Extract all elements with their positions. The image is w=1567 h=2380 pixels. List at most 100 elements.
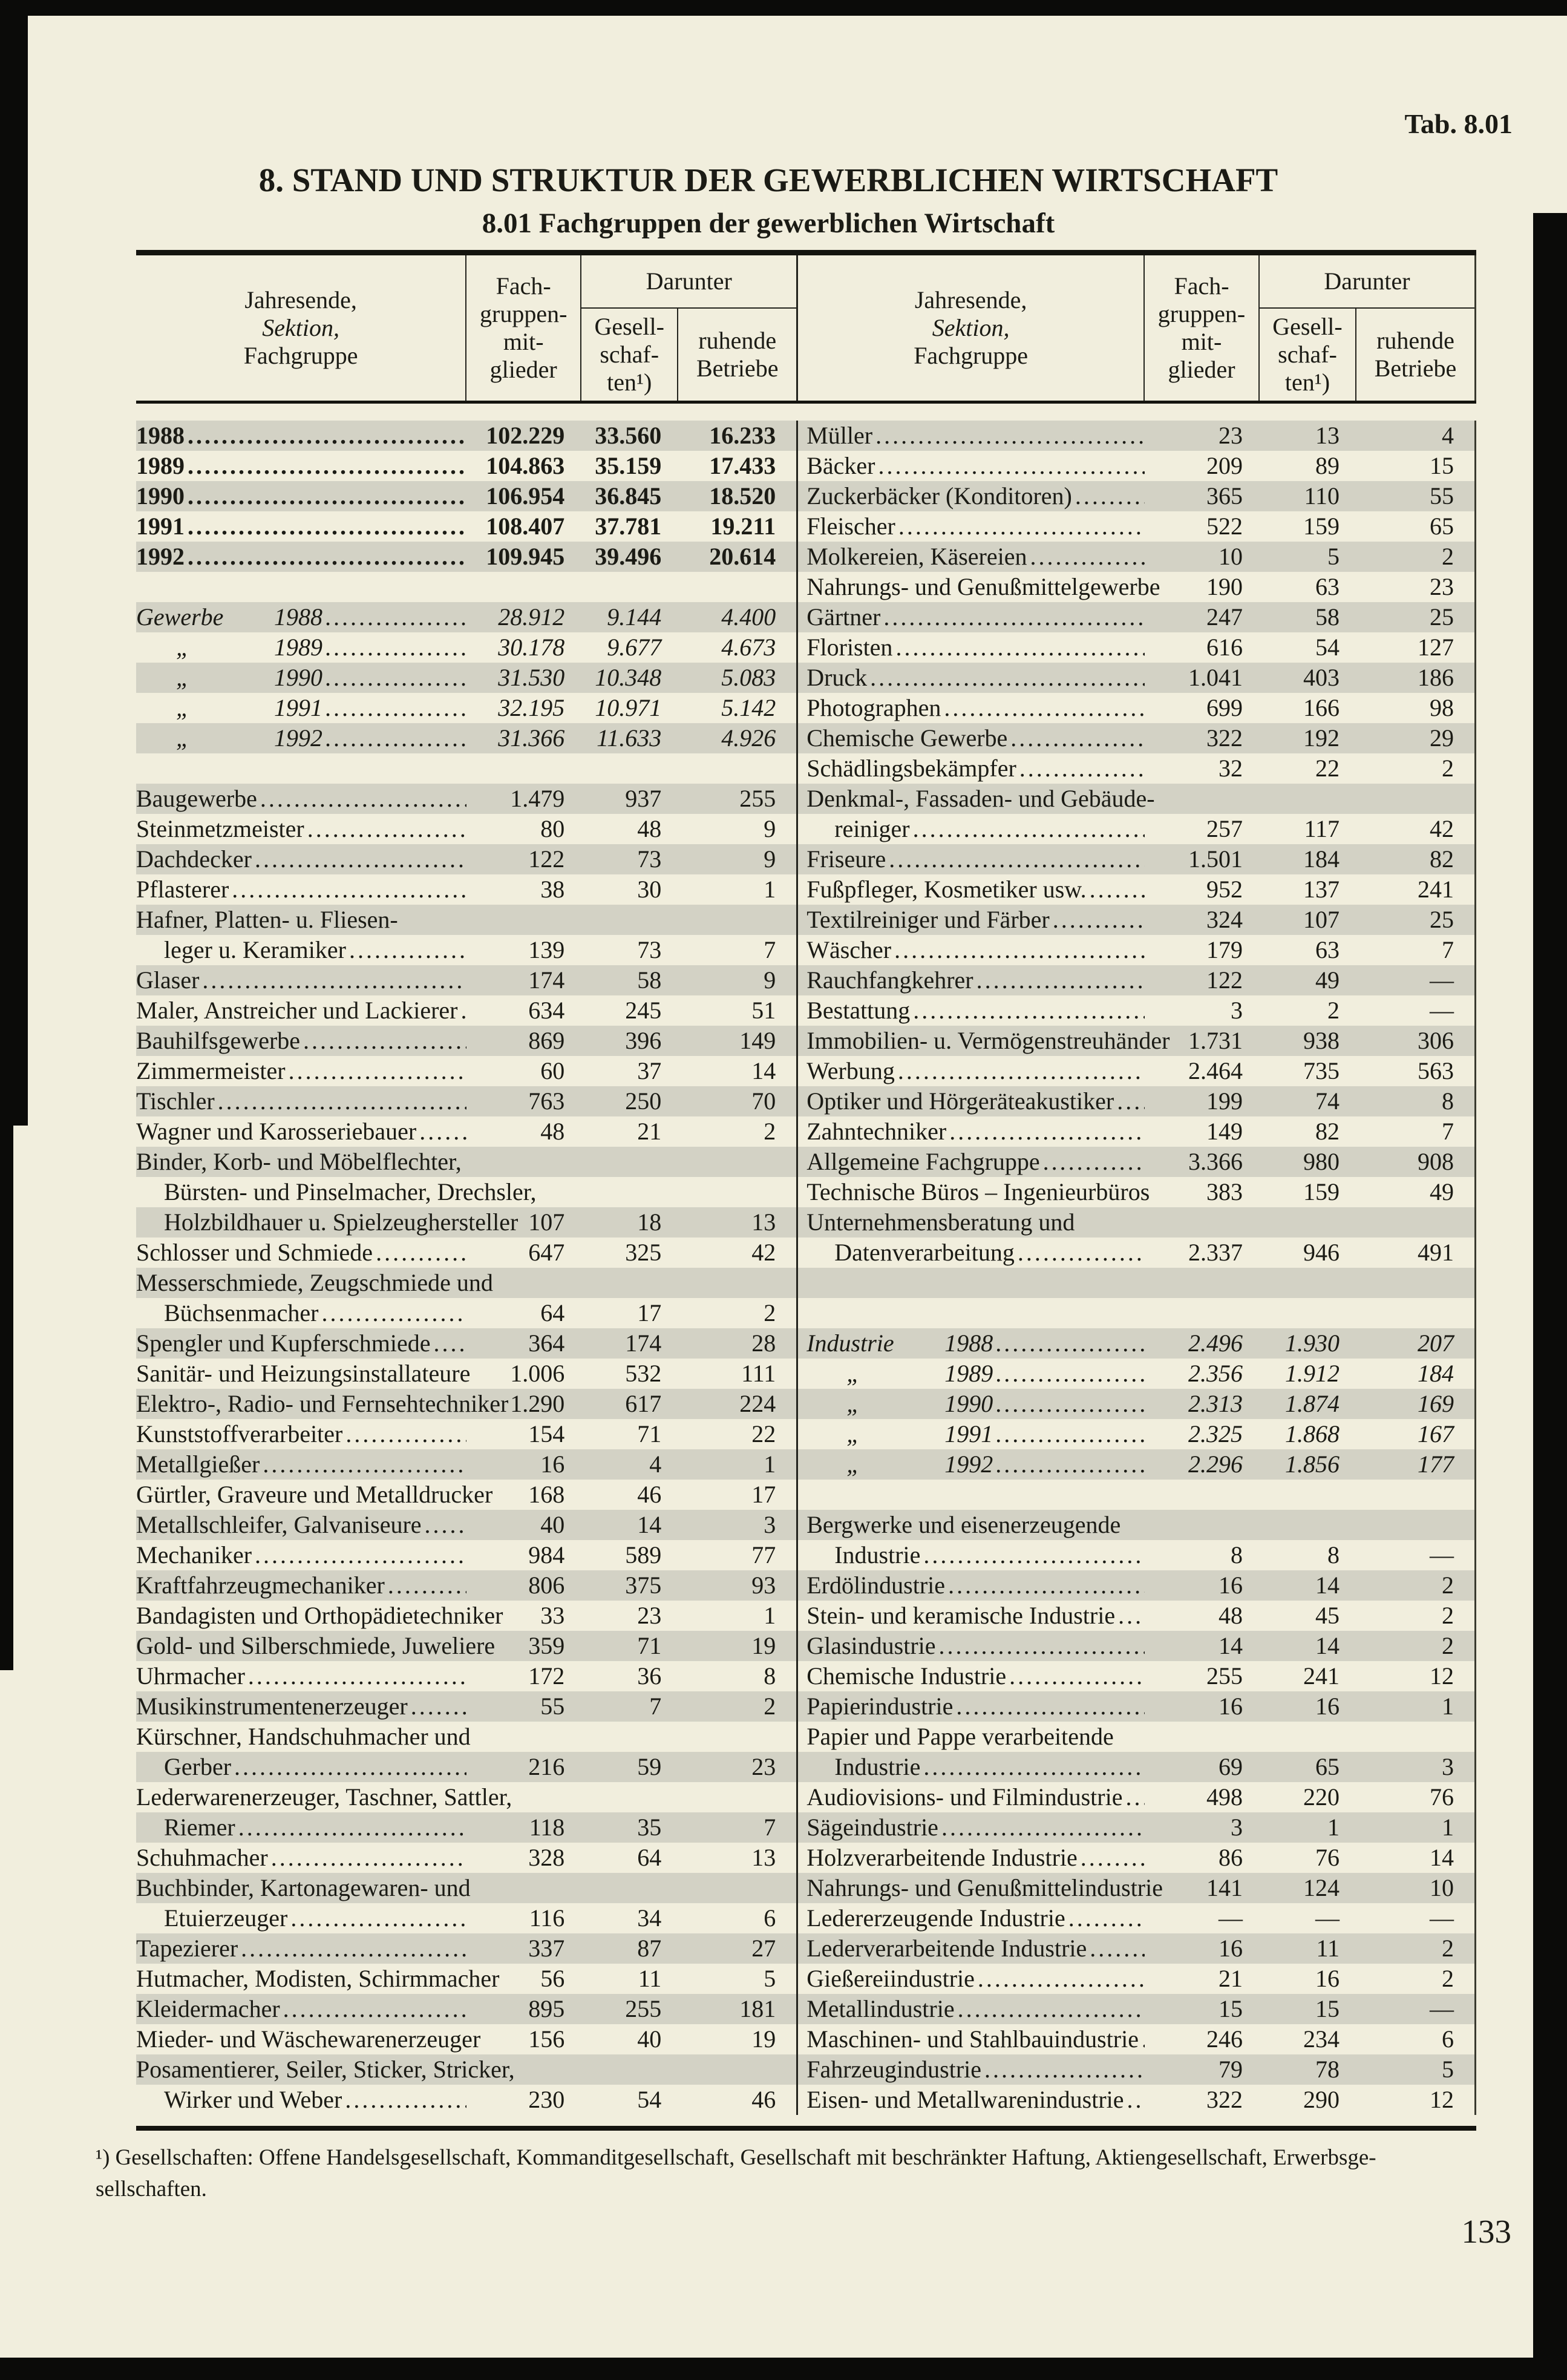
row-label: Schädlingsbekämpfer bbox=[806, 753, 1145, 784]
cell-value: 7 bbox=[764, 936, 776, 963]
row-label: Spengler und Kupferschmiede bbox=[136, 1328, 466, 1359]
cell-value: 5 bbox=[1327, 543, 1340, 570]
cell-value: 522 bbox=[1206, 513, 1243, 540]
dot-leader bbox=[886, 844, 1145, 874]
footnote-line: ¹) Gesellschaften: Offene Handelsgesells… bbox=[96, 2145, 1376, 2170]
cell-value: 5 bbox=[764, 1965, 776, 1992]
cell-value: 322 bbox=[1206, 724, 1243, 752]
row-label: Mechaniker bbox=[136, 1540, 466, 1570]
cell-value: 16 bbox=[1219, 1935, 1243, 1962]
row-left-half: Elektro-, Radio- und Fernsehtechniker1.2… bbox=[136, 1389, 799, 1419]
table-row: „1989 30.178 9.677 4.673 Floristen 616 54 127 bbox=[136, 632, 1476, 663]
cell-value: 1.868 bbox=[1285, 1420, 1340, 1447]
cell-value: 1.290 bbox=[510, 1390, 565, 1417]
row-label: Binder, Korb- und Möbelflechter, bbox=[136, 1148, 462, 1175]
table-row: Hafner, Platten- u. Fliesen- Textilreinig… bbox=[136, 905, 1476, 935]
cell-value: 46 bbox=[751, 2086, 776, 2113]
row-label: 1992 bbox=[136, 542, 466, 572]
cell-value: 3 bbox=[764, 1511, 776, 1538]
cell-value: 10.971 bbox=[595, 694, 662, 721]
cell-value: 12 bbox=[1430, 2086, 1454, 2113]
dot-leader bbox=[199, 965, 466, 995]
cell-value: 11 bbox=[1316, 1935, 1340, 1962]
cell-value: 55 bbox=[1430, 482, 1454, 510]
cell-value: 250 bbox=[625, 1087, 662, 1115]
cell-value bbox=[678, 1873, 796, 1903]
dot-leader bbox=[422, 1510, 467, 1540]
row-right-half: Friseure 1.501 184 82 bbox=[798, 844, 1476, 874]
row-label: Zimmermeister bbox=[136, 1056, 466, 1086]
row-label: Bergwerke und eisenerzeugende bbox=[806, 1511, 1121, 1538]
cell-value bbox=[1356, 1722, 1474, 1752]
cell-value: 45 bbox=[1315, 1602, 1340, 1629]
row-label: Chemische Industrie bbox=[806, 1661, 1145, 1691]
row-left-half: Hafner, Platten- u. Fliesen- bbox=[136, 905, 799, 935]
row-label: Papier und Pappe verarbeitende bbox=[806, 1723, 1114, 1750]
table-row: Sanitär- und Heizungsinstallateure 1.006 5… bbox=[136, 1359, 1476, 1389]
dot-leader bbox=[385, 1570, 466, 1601]
row-label: Holzbildhauer u. Spielzeughersteller bbox=[136, 1207, 518, 1238]
cell-value: 290 bbox=[1303, 2086, 1340, 2113]
cell-value: 159 bbox=[1303, 1178, 1340, 1205]
table-row: Elektro-, Radio- und Fernsehtechniker1.2… bbox=[136, 1389, 1476, 1419]
cell-value: 8 bbox=[1231, 1541, 1243, 1569]
cell-value: 2.496 bbox=[1188, 1329, 1243, 1357]
row-right-half bbox=[798, 1298, 1476, 1328]
cell-value: 122 bbox=[528, 845, 565, 873]
column-header-darunter: Darunter bbox=[581, 255, 797, 309]
cell-value: 980 bbox=[1303, 1148, 1340, 1175]
dot-leader bbox=[322, 632, 466, 663]
dot-leader bbox=[260, 1449, 466, 1480]
cell-value: 156 bbox=[528, 2025, 565, 2053]
cell-value: 118 bbox=[529, 1814, 565, 1841]
cell-value bbox=[581, 572, 678, 602]
row-label: Ledererzeugende Industrie bbox=[806, 1903, 1145, 1933]
row-left-half: Bauhilfsgewerbe 869 396 149 bbox=[136, 1026, 799, 1056]
row-right-half: Audiovisions- und Filmindustrie 498 220 76 bbox=[798, 1782, 1476, 1812]
row-label: Sägeindustrie bbox=[806, 1812, 1145, 1843]
dot-leader bbox=[231, 1752, 466, 1782]
cell-value: 33 bbox=[540, 1602, 565, 1629]
row-right-half: Allgemeine Fachgruppe 3.366 980 908 bbox=[798, 1147, 1476, 1177]
row-right-half: Zuckerbäcker (Konditoren) 365 110 55 bbox=[798, 481, 1476, 511]
cell-value: 2 bbox=[1327, 997, 1340, 1024]
row-label: Zahntechniker bbox=[806, 1116, 1145, 1147]
row-right-half: Industrie 69 65 3 bbox=[798, 1752, 1476, 1782]
cell-value: 174 bbox=[625, 1329, 662, 1357]
cell-value bbox=[678, 1177, 796, 1207]
row-left-half: Metallschleifer, Galvaniseure 40 14 3 bbox=[136, 1510, 799, 1540]
row-label: Gärtner bbox=[806, 602, 1145, 632]
row-label: Fleischer bbox=[806, 511, 1145, 542]
row-label: Elektro-, Radio- und Fernsehtechniker bbox=[136, 1389, 508, 1419]
header-fachgruppe: Fachgruppe bbox=[243, 342, 358, 369]
cell-value bbox=[1145, 1298, 1260, 1328]
row-label: Schuhmacher bbox=[136, 1843, 466, 1873]
row-left-half: Baugewerbe 1.479 937 255 bbox=[136, 784, 799, 814]
row-label: Molkereien, Käsereien bbox=[806, 542, 1145, 572]
dot-leader bbox=[280, 1994, 467, 2024]
dot-leader bbox=[867, 663, 1145, 693]
dot-leader bbox=[245, 1661, 466, 1691]
row-label: Uhrmacher bbox=[136, 1661, 466, 1691]
table-row: „1991 32.195 10.971 5.142 Photographen 699 166… bbox=[136, 693, 1476, 723]
row-label: Textilreiniger und Färber bbox=[806, 905, 1145, 935]
row-label: Glaser bbox=[136, 965, 466, 995]
cell-value: 109.945 bbox=[486, 543, 565, 570]
row-right-half: Textilreiniger und Färber 324 107 25 bbox=[798, 905, 1476, 935]
dot-leader bbox=[1072, 481, 1145, 511]
row-left-half: Kürschner, Handschuhmacher und bbox=[136, 1722, 799, 1752]
cell-value: 17.433 bbox=[709, 452, 776, 479]
dot-leader bbox=[287, 1903, 466, 1933]
page-subtitle: 8.01 Fachgruppen der gewerblichen Wirtsc… bbox=[482, 208, 1055, 239]
cell-value: 30.178 bbox=[498, 634, 565, 661]
table-row: Bauhilfsgewerbe 869 396 149 Immobilien- u. V… bbox=[136, 1026, 1476, 1056]
row-left-half: Posamentierer, Seiler, Sticker, Stricker… bbox=[136, 2054, 799, 2085]
row-label: Kunststoffverarbeiter bbox=[136, 1419, 466, 1449]
table-row: Kürschner, Handschuhmacher und Papier und… bbox=[136, 1722, 1476, 1752]
cell-value: 37.781 bbox=[595, 513, 662, 540]
row-label: „ 1991 bbox=[806, 1419, 1145, 1449]
row-left-half: Schuhmacher 328 64 13 bbox=[136, 1843, 799, 1873]
cell-value: 8 bbox=[1327, 1541, 1340, 1569]
dot-leader bbox=[286, 1056, 467, 1086]
row-left-half: Tapezierer 337 87 27 bbox=[136, 1933, 799, 1964]
